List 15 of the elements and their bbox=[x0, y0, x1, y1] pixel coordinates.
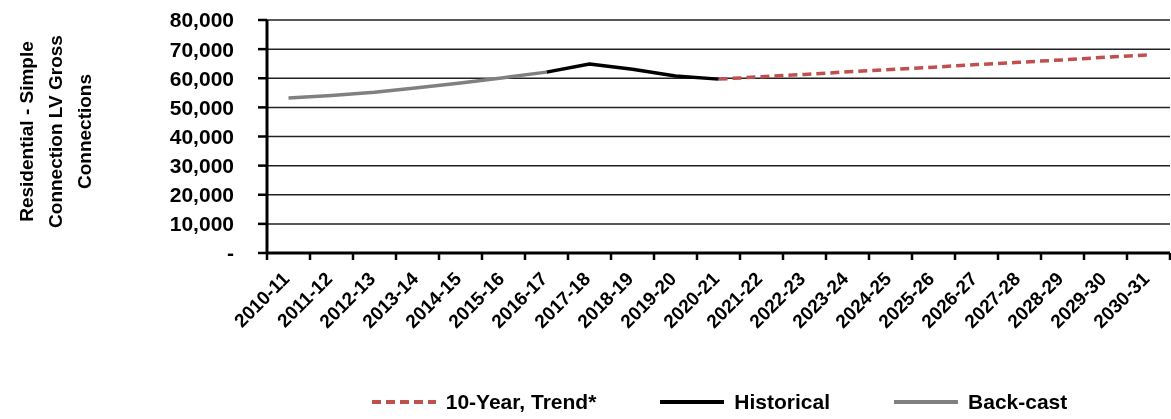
y-tick-label: 60,000 bbox=[169, 66, 234, 90]
y-tick-label: 20,000 bbox=[169, 183, 234, 207]
y-tick-label: 50,000 bbox=[169, 95, 234, 119]
legend-label: Historical bbox=[734, 390, 831, 414]
legend-label: Back-cast bbox=[968, 390, 1068, 414]
y-tick-label: 80,000 bbox=[169, 8, 234, 32]
line-series bbox=[286, 70, 549, 100]
y-tick-label: 40,000 bbox=[169, 124, 234, 148]
y-axis-title: Residential - Simple Connection LV Gross Connections bbox=[16, 35, 95, 228]
y-tick-label: 70,000 bbox=[169, 37, 234, 61]
y-tick-label: 10,000 bbox=[169, 212, 234, 236]
legend-label: 10-Year, Trend* bbox=[445, 390, 597, 414]
y-tick-label: - bbox=[227, 241, 234, 265]
y-tick-label: 30,000 bbox=[169, 154, 234, 178]
line-series bbox=[544, 62, 721, 81]
